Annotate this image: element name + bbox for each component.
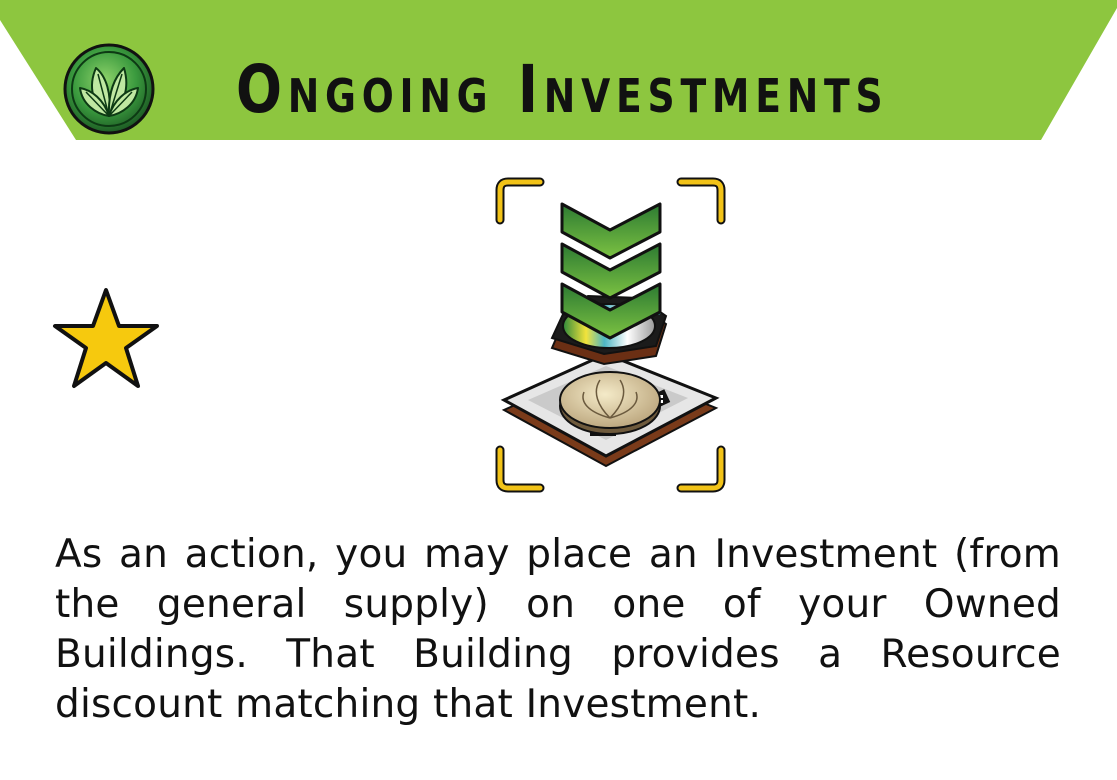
investment-token-on-building-icon — [488, 170, 738, 500]
leaf-emblem-icon — [62, 42, 156, 136]
star-icon — [52, 286, 160, 390]
card-title: Ongoing Investments — [236, 51, 889, 128]
card-rule-text: As an action, you may place an Investmen… — [55, 532, 1061, 727]
card-header-banner — [0, 0, 1117, 140]
banner-shape — [0, 0, 1117, 140]
